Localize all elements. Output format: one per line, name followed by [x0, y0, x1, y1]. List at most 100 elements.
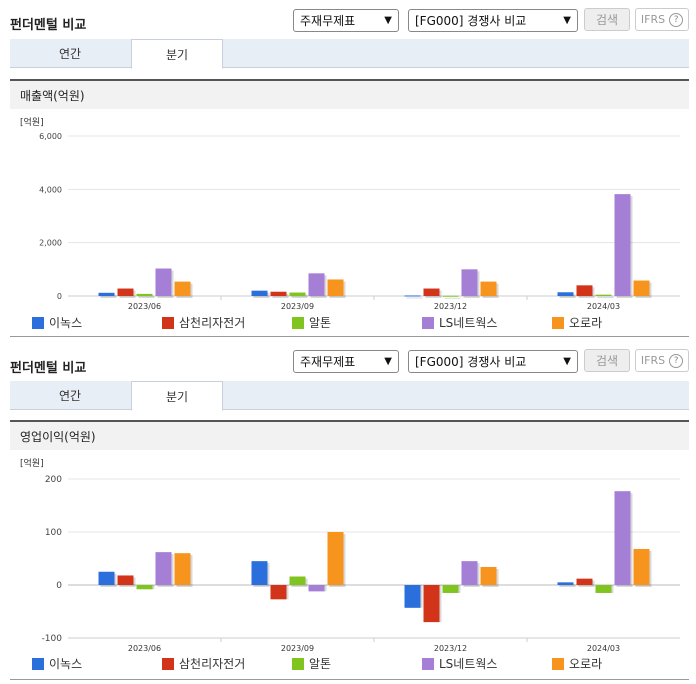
bar-shadow — [559, 584, 576, 587]
bar[interactable] — [174, 281, 191, 296]
tab-annual[interactable]: 연간 — [58, 47, 82, 61]
bar-shadow — [406, 297, 423, 299]
bar[interactable] — [174, 553, 191, 585]
chevron-down-icon: ▼ — [384, 356, 392, 367]
bar[interactable] — [480, 566, 497, 585]
y-tick-label: 100 — [45, 528, 62, 538]
legend-swatch — [162, 316, 174, 329]
legend-item[interactable]: 삼천리자전거 — [162, 655, 245, 672]
bar[interactable] — [461, 269, 478, 296]
bar[interactable] — [442, 295, 459, 297]
x-tick-label: 2023/12 — [434, 302, 467, 311]
bar[interactable] — [614, 194, 631, 296]
bar-shadow — [100, 294, 117, 298]
period-tabs: 연간 분기 — [10, 381, 689, 411]
tab-quarterly[interactable]: 분기 — [131, 39, 223, 69]
search-button[interactable]: 검색 — [584, 349, 630, 372]
bar[interactable] — [595, 585, 612, 593]
legend-label: 이녹스 — [49, 316, 83, 330]
help-icon[interactable]: ? — [669, 12, 684, 27]
statement-select[interactable]: 주재무제표 ▼ — [293, 9, 399, 32]
bar[interactable] — [576, 285, 593, 296]
compare-select-value: [FG000] 경쟁사 비교 — [415, 14, 527, 28]
legend-item[interactable]: 알톤 — [292, 655, 331, 672]
chevron-down-icon: ▼ — [563, 356, 571, 367]
bar[interactable] — [557, 292, 574, 296]
bar[interactable] — [155, 552, 172, 585]
revenue-chart: [억원] 0 2,000 4,000 6,000 2023/06 2023/09 2023/1… — [20, 116, 680, 311]
x-tick-label: 2023/12 — [434, 644, 467, 653]
bar[interactable] — [155, 268, 172, 296]
legend-swatch — [552, 657, 564, 670]
bar[interactable] — [633, 280, 650, 296]
y-tick-label: 0 — [56, 581, 62, 591]
bar[interactable] — [270, 585, 287, 600]
bar[interactable] — [289, 576, 306, 585]
legend-label: 오로라 — [569, 316, 603, 330]
legend-item[interactable]: 오로라 — [552, 655, 602, 672]
bar[interactable] — [404, 295, 421, 297]
tab-quarterly[interactable]: 분기 — [131, 381, 223, 411]
bar[interactable] — [633, 548, 650, 585]
bar[interactable] — [289, 292, 306, 296]
y-tick-label: 200 — [45, 475, 62, 485]
bar[interactable] — [98, 292, 115, 296]
ifrs-button[interactable]: IFRS ? — [635, 8, 689, 31]
statement-select[interactable]: 주재무제표 ▼ — [293, 350, 399, 373]
legend-swatch — [162, 657, 174, 670]
bar[interactable] — [480, 281, 497, 296]
bar[interactable] — [423, 585, 440, 623]
compare-select-value: [FG000] 경쟁사 비교 — [415, 355, 527, 369]
y-tick-label: -100 — [42, 634, 63, 644]
search-button[interactable]: 검색 — [584, 8, 630, 31]
bar[interactable] — [461, 561, 478, 585]
x-tick-label: 2024/03 — [587, 302, 620, 311]
section-title: 펀더멘털 비교 — [10, 18, 87, 33]
legend-item[interactable]: LS네트웍스 — [422, 655, 497, 672]
bar[interactable] — [308, 273, 325, 296]
legend-item[interactable]: 삼천리자전거 — [162, 314, 245, 331]
legend-label: 삼천리자전거 — [179, 316, 246, 330]
bar[interactable] — [251, 561, 268, 585]
legend-swatch — [292, 316, 304, 329]
bar[interactable] — [557, 582, 574, 585]
bar[interactable] — [595, 294, 612, 296]
bar[interactable] — [423, 288, 440, 296]
legend-swatch — [32, 316, 44, 329]
bar[interactable] — [404, 585, 421, 608]
operating-profit-chart: [억원] -100 0 100 200 2023/06 2023/09 2023/12 2024… — [20, 457, 680, 653]
bar[interactable] — [136, 293, 153, 296]
bar[interactable] — [98, 571, 115, 585]
legend-item[interactable]: 이녹스 — [32, 655, 82, 672]
bar[interactable] — [327, 279, 344, 296]
bar[interactable] — [117, 575, 134, 585]
bar[interactable] — [270, 291, 287, 296]
legend-item[interactable]: 알톤 — [292, 314, 331, 331]
bar[interactable] — [308, 585, 325, 592]
legend-swatch — [32, 657, 44, 670]
ifrs-button[interactable]: IFRS ? — [635, 349, 689, 372]
tab-annual[interactable]: 연간 — [58, 389, 82, 403]
legend-label: LS네트웍스 — [439, 657, 498, 671]
statement-select-value: 주재무제표 — [300, 355, 356, 369]
x-tick-label: 2023/09 — [281, 302, 314, 311]
bar[interactable] — [251, 290, 268, 296]
bar[interactable] — [117, 288, 134, 296]
legend-item[interactable]: 이녹스 — [32, 314, 82, 331]
bar[interactable] — [136, 585, 153, 590]
bar[interactable] — [576, 578, 593, 585]
bar[interactable] — [442, 585, 459, 593]
compare-select[interactable]: [FG000] 경쟁사 비교 ▼ — [408, 9, 578, 32]
legend-item[interactable]: 오로라 — [552, 314, 602, 331]
help-icon[interactable]: ? — [669, 353, 684, 368]
compare-select[interactable]: [FG000] 경쟁사 비교 ▼ — [408, 350, 578, 373]
y-tick-label: 6,000 — [39, 132, 62, 141]
divider — [10, 679, 689, 680]
bar[interactable] — [327, 532, 344, 585]
x-tick-label: 2024/03 — [587, 644, 620, 653]
y-tick-label: 4,000 — [39, 185, 62, 194]
divider — [10, 336, 689, 337]
x-tick-label: 2023/09 — [281, 644, 314, 653]
bar[interactable] — [614, 491, 631, 585]
legend-item[interactable]: LS네트웍스 — [422, 314, 497, 331]
